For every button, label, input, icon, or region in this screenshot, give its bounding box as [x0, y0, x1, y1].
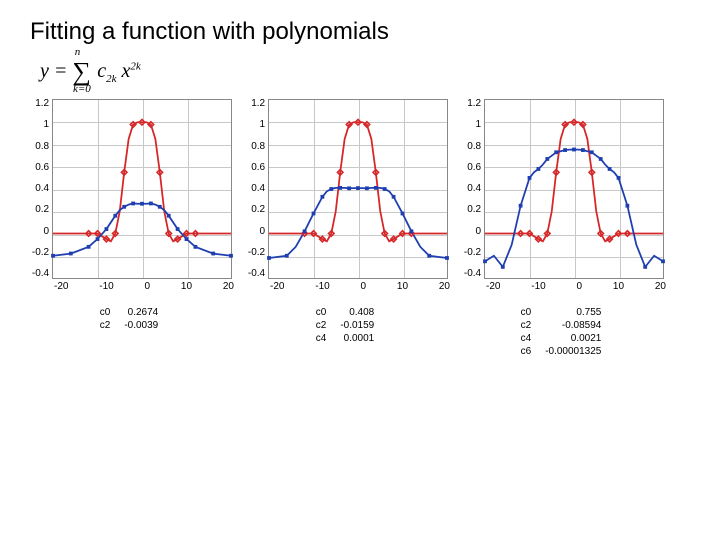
panels-row: 1.210.80.60.40.20-0.2-0.4-20-1001020c00.…	[30, 99, 702, 358]
coefficients-table: c00.755c2-0.08594c40.0021c6-0.00001325	[517, 306, 612, 358]
page-title: Fitting a function with polynomials	[30, 18, 702, 46]
x-axis-ticks: -20-1001020	[486, 281, 666, 292]
coefficients-table: c00.408c2-0.0159c40.0001	[312, 306, 384, 345]
y-axis-ticks: 1.210.80.60.40.20-0.2-0.4	[248, 99, 268, 279]
panel-1: 1.210.80.60.40.20-0.2-0.4-20-1001020 c00.…	[246, 99, 450, 358]
coefficients-table: c00.2674c2-0.0039	[96, 306, 168, 332]
plot-area	[484, 99, 664, 279]
y-axis-ticks: 1.210.80.60.40.20-0.2-0.4	[32, 99, 52, 279]
page: Fitting a function with polynomials y = …	[0, 0, 720, 540]
plot-area	[52, 99, 232, 279]
formula: y = ∑k=0n c2k x2k	[40, 54, 702, 85]
plot-area	[268, 99, 448, 279]
x-axis-ticks: -20-1001020	[54, 281, 234, 292]
y-axis-ticks: 1.210.80.60.40.20-0.2-0.4	[464, 99, 484, 279]
panel-0: 1.210.80.60.40.20-0.2-0.4-20-1001020 c00.…	[30, 99, 234, 358]
panel-2: 1.210.80.60.40.20-0.2-0.4-20-1001020 c00.…	[462, 99, 666, 358]
x-axis-ticks: -20-1001020	[270, 281, 450, 292]
